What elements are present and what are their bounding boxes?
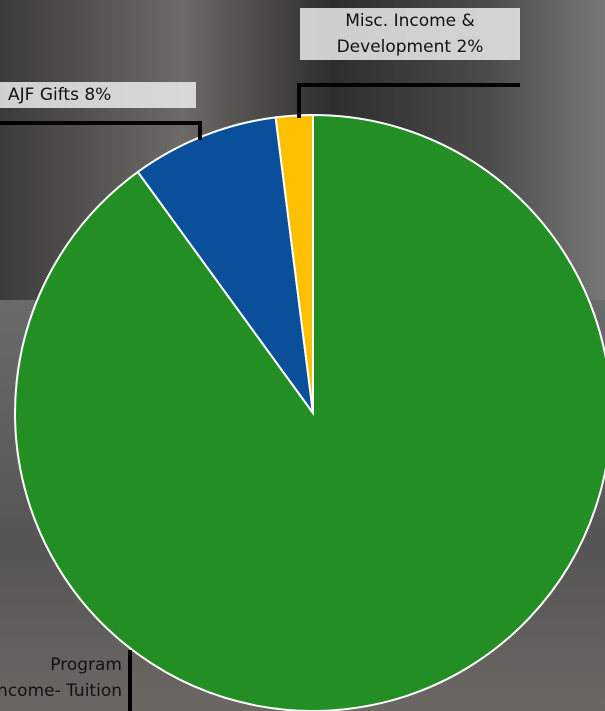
value-label: 2% (456, 37, 483, 57)
category-label: Misc. Income & Development (337, 11, 475, 57)
value-label: 8% (84, 85, 111, 105)
category-label: AJF Gifts (8, 85, 79, 105)
page: {"chart_data": {"type": "pie", "categori… (0, 0, 605, 711)
leader-line (0, 123, 200, 140)
leader-line (299, 85, 520, 118)
category-label: Program Income- Tuition (0, 655, 122, 701)
slice-label: Program Income- Tuition (0, 652, 122, 704)
slice-label: AJF Gifts 8% (0, 82, 196, 108)
slice-label: Misc. Income & Development 2% (300, 8, 520, 60)
